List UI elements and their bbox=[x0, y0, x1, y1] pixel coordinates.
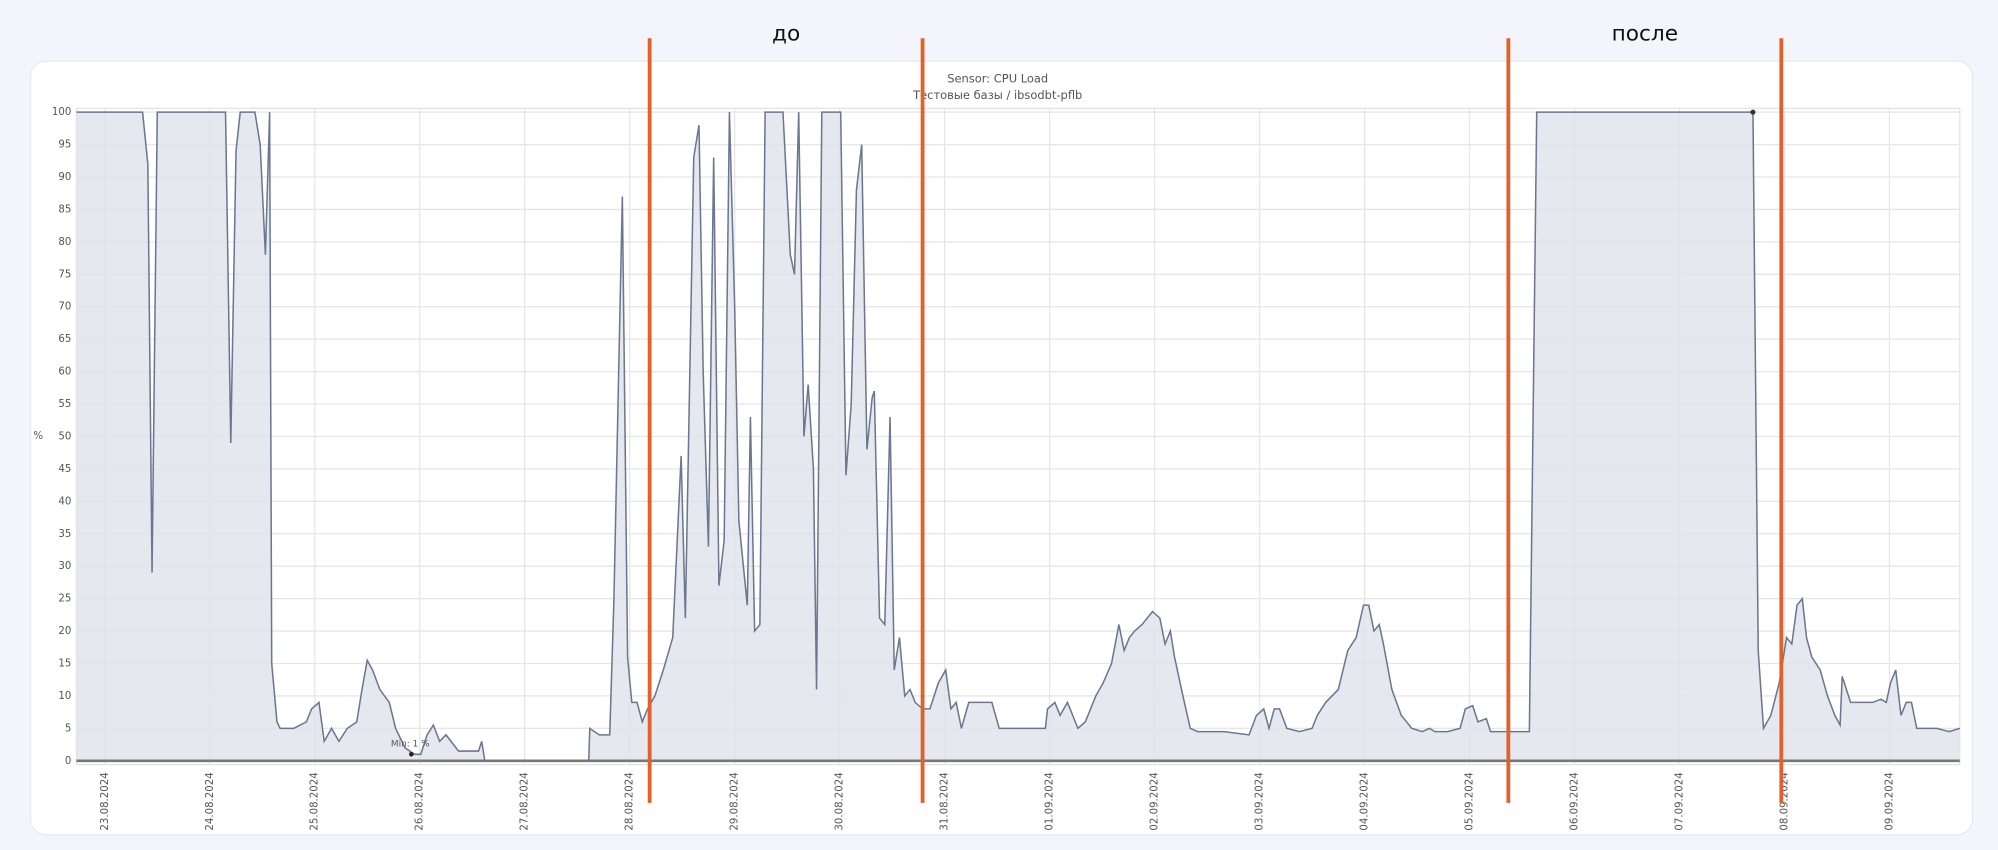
area bbox=[76, 112, 1960, 761]
y-tick-label: 85 bbox=[58, 204, 71, 215]
y-tick-label: 90 bbox=[58, 172, 71, 183]
max-marker bbox=[1750, 109, 1756, 115]
y-axis-label: % bbox=[33, 431, 43, 442]
x-tick-label: 28.08.2024 bbox=[625, 772, 636, 830]
x-tick-label: 05.09.2024 bbox=[1465, 772, 1476, 830]
y-tick-label: 55 bbox=[58, 399, 71, 410]
x-tick-label: 06.09.2024 bbox=[1570, 772, 1581, 830]
x-tick-label: 23.08.2024 bbox=[100, 772, 111, 830]
y-tick-label: 65 bbox=[58, 334, 71, 345]
chart-subtitle: Тестовые базы / ibsodbt-pflb bbox=[912, 88, 1082, 102]
x-tick-label: 01.09.2024 bbox=[1045, 772, 1056, 830]
y-tick-label: 20 bbox=[58, 626, 71, 637]
x-tick-label: 09.09.2024 bbox=[1884, 772, 1895, 830]
y-tick-label: 75 bbox=[58, 269, 71, 280]
x-tick-label: 08.09.2024 bbox=[1779, 772, 1790, 830]
line bbox=[76, 111, 1960, 762]
y-tick-label: 60 bbox=[58, 367, 71, 378]
x-tick-label: 29.08.2024 bbox=[730, 772, 741, 830]
y-tick-label: 30 bbox=[58, 561, 71, 572]
x-tick-label: 24.08.2024 bbox=[205, 772, 216, 830]
y-tick-label: 70 bbox=[58, 302, 71, 313]
x-tick-label: 31.08.2024 bbox=[940, 772, 951, 830]
chart-title: Sensor: CPU Load bbox=[947, 72, 1048, 86]
x-tick-label: 27.08.2024 bbox=[520, 772, 531, 830]
x-tick-label: 03.09.2024 bbox=[1255, 772, 1266, 830]
x-tick-label: 30.08.2024 bbox=[835, 772, 846, 830]
y-tick-label: 10 bbox=[58, 691, 71, 702]
min-label: Min: 1 % bbox=[391, 740, 430, 750]
y-tick-label: 100 bbox=[52, 107, 71, 118]
annotation-label: до bbox=[772, 21, 800, 46]
y-tick-label: 80 bbox=[58, 237, 71, 248]
min-marker bbox=[409, 752, 414, 757]
x-tick-label: 25.08.2024 bbox=[310, 772, 321, 830]
y-tick-label: 50 bbox=[58, 431, 71, 442]
x-tick-label: 26.08.2024 bbox=[415, 772, 426, 830]
y-tick-label: 40 bbox=[58, 496, 71, 507]
y-tick-label: 5 bbox=[65, 723, 71, 734]
x-tick-label: 07.09.2024 bbox=[1674, 772, 1685, 830]
y-tick-label: 95 bbox=[58, 140, 71, 151]
x-tick-label: 04.09.2024 bbox=[1360, 772, 1371, 830]
y-tick-label: 45 bbox=[58, 464, 71, 475]
annotation-label: после bbox=[1612, 21, 1678, 46]
x-tick-label: 02.09.2024 bbox=[1150, 772, 1161, 830]
y-tick-label: 15 bbox=[58, 658, 71, 669]
y-tick-label: 0 bbox=[65, 756, 71, 767]
y-tick-label: 35 bbox=[58, 529, 71, 540]
y-tick-label: 25 bbox=[58, 594, 71, 605]
